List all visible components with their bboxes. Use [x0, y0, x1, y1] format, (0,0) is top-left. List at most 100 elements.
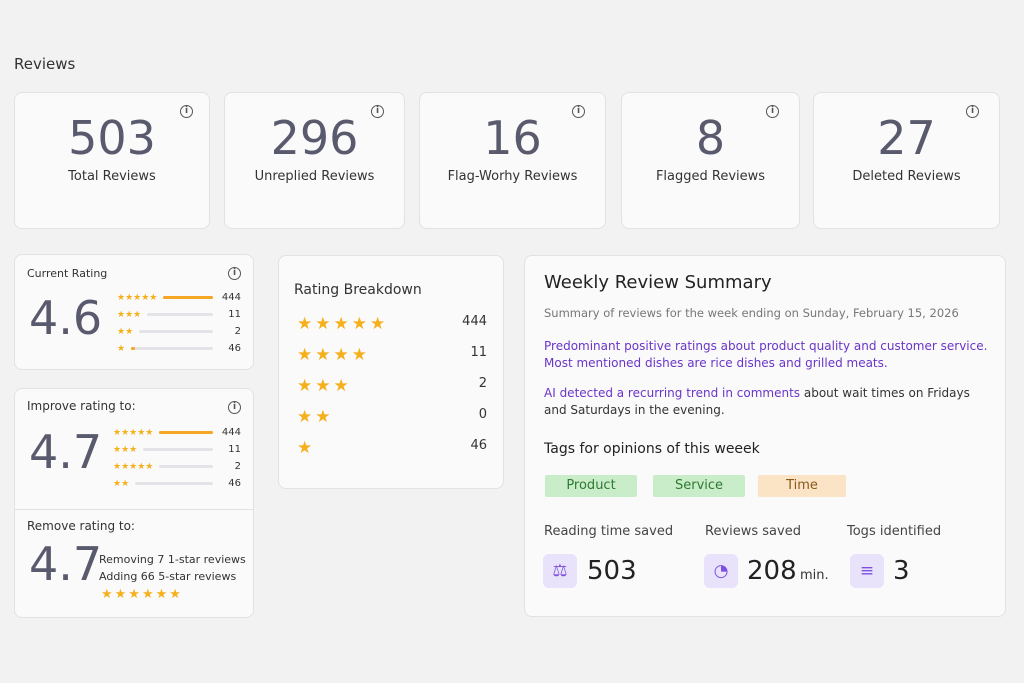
paragraph-rest: about wait times on Fridays and Saturday…	[544, 386, 970, 417]
breakdown-row: ★★★ 2	[297, 376, 487, 396]
star-icons: ★★	[297, 407, 334, 427]
improve-rating-card: Improve rating to: i 4.7 ★★★★★ 444 ★★★ 11 ★★…	[14, 388, 254, 618]
rating-bar	[135, 482, 213, 485]
info-icon[interactable]: i	[180, 105, 193, 118]
tags-title: Tags for opinions of this weeek	[544, 441, 760, 457]
tag-product[interactable]: Product	[545, 475, 637, 497]
info-icon[interactable]: i	[228, 267, 241, 280]
star-icons: ★★★★★★	[101, 587, 183, 602]
stat-card-flagged[interactable]: i 8 Flagged Reviews	[621, 92, 800, 229]
rating-count: 11	[228, 309, 241, 320]
star-icons: ★★★	[113, 444, 138, 455]
stat-label: Flagged Reviews	[655, 169, 766, 184]
remove-line-2: Adding 66 5-star reviews	[99, 570, 237, 583]
stat-value: 503	[68, 111, 156, 165]
info-icon[interactable]: i	[371, 105, 384, 118]
stat-card-flag-worthy[interactable]: i 16 Flag-Worhy Reviews	[419, 92, 606, 229]
list-icon: ≡	[850, 554, 884, 588]
rating-row: ★★★★★ 444	[113, 427, 241, 438]
tag-time[interactable]: Time	[758, 475, 846, 497]
breakdown-row: ★ 46	[297, 438, 487, 458]
rating-count: 46	[228, 478, 241, 489]
info-icon[interactable]: i	[228, 401, 241, 414]
divider	[15, 509, 253, 510]
rating-count: 444	[221, 292, 241, 303]
rating-count: 2	[234, 326, 241, 337]
remove-line-1: Removing 7 1-star reviews	[99, 553, 246, 566]
breakdown-row: ★★★★★ 444	[297, 314, 487, 334]
rating-row: ★★ 2	[117, 326, 241, 337]
stat-card-deleted[interactable]: i 27 Deleted Reviews	[813, 92, 1000, 229]
gavel-icon: ⚖	[543, 554, 577, 588]
stat-value: 27	[877, 111, 936, 165]
stat-value: 8	[695, 111, 726, 165]
summary-paragraph-2: AI detected a recurring trend in comment…	[544, 385, 984, 419]
summary-title: Weekly Review Summary	[544, 272, 772, 293]
rating-bar	[163, 296, 213, 299]
page-title: Reviews	[14, 55, 76, 73]
remove-title: Remove rating to:	[27, 519, 135, 533]
breakdown-row: ★★★★ 11	[297, 345, 487, 365]
star-icons: ★	[117, 343, 126, 354]
info-icon[interactable]: i	[572, 105, 585, 118]
metric-value: 503	[587, 556, 637, 586]
breakdown-count: 0	[478, 407, 487, 422]
breakdown-count: 46	[470, 438, 487, 453]
rating-value: 4.7	[29, 425, 103, 479]
breakdown-row: ★★ 0	[297, 407, 487, 427]
rating-row: ★★★★★ 2	[113, 461, 241, 472]
rating-count: 11	[228, 444, 241, 455]
metric-unit: min.	[800, 568, 829, 583]
current-rating-card: Current Rating i 4.6 ★★★★★ 444 ★★★ 11 ★★ 2 ★ 46	[14, 254, 254, 370]
rating-bar	[143, 448, 213, 451]
rating-count: 2	[234, 461, 241, 472]
stat-label: Total Reviews	[68, 169, 156, 184]
metric-value: 3	[893, 556, 910, 586]
stat-card-unreplied[interactable]: i 296 Unreplied Reviews	[224, 92, 405, 229]
metric-label: Reading time saved	[544, 524, 674, 539]
star-icons: ★★	[113, 478, 130, 489]
star-icons: ★★★★	[297, 345, 370, 365]
star-icons: ★★★★★	[117, 292, 158, 303]
rating-row: ★ 46	[117, 343, 241, 354]
star-icons: ★	[297, 438, 316, 458]
metric-label: Reviews saved	[705, 524, 801, 539]
stat-card-total[interactable]: i 503 Total Reviews	[14, 92, 210, 229]
star-icons: ★★	[117, 326, 134, 337]
breakdown-count: 2	[478, 376, 487, 391]
rating-row: ★★★★★ 444	[117, 292, 241, 303]
summary-paragraph-1: Predominant positive ratings about produ…	[544, 339, 988, 370]
rating-breakdown-card: Rating Breakdown ★★★★★ 444 ★★★★ 11 ★★★ 2 ★★ 0 ★ 4…	[278, 255, 504, 489]
card-title: Current Rating	[27, 267, 108, 280]
star-icons: ★★★	[117, 309, 142, 320]
stat-label: Deleted Reviews	[852, 169, 961, 184]
weekly-summary-card: Weekly Review Summary Summary of reviews…	[524, 255, 1006, 617]
rating-count: 444	[221, 427, 241, 438]
stat-label: Unreplied Reviews	[254, 169, 375, 184]
metric-label: Togs identified	[847, 524, 942, 539]
tag-service[interactable]: Service	[653, 475, 745, 497]
breakdown-count: 11	[470, 345, 487, 360]
rating-bar	[139, 330, 213, 333]
rating-row: ★★★ 11	[113, 444, 241, 455]
stat-value: 296	[270, 111, 359, 165]
card-title: Improve rating to:	[27, 399, 136, 413]
star-icons: ★★★	[297, 376, 352, 396]
ai-highlight: AI detected a recurring trend in comment…	[544, 386, 801, 400]
rating-bar	[147, 313, 213, 316]
rating-row: ★★★ 11	[117, 309, 241, 320]
rating-value: 4.6	[29, 291, 103, 345]
rating-row: ★★ 46	[113, 478, 241, 489]
rating-count: 46	[228, 343, 241, 354]
rating-bar	[159, 431, 213, 434]
rating-bar	[131, 347, 213, 350]
summary-subtitle: Summary of reviews for the week ending o…	[544, 306, 959, 320]
star-icons: ★★★★★	[297, 314, 389, 334]
metric-value: 208	[747, 556, 797, 586]
card-title: Rating Breakdown	[294, 282, 422, 298]
remove-rating-value: 4.7	[29, 537, 103, 591]
info-icon[interactable]: i	[966, 105, 979, 118]
rating-bar	[159, 465, 213, 468]
star-icons: ★★★★★	[113, 461, 154, 472]
info-icon[interactable]: i	[766, 105, 779, 118]
